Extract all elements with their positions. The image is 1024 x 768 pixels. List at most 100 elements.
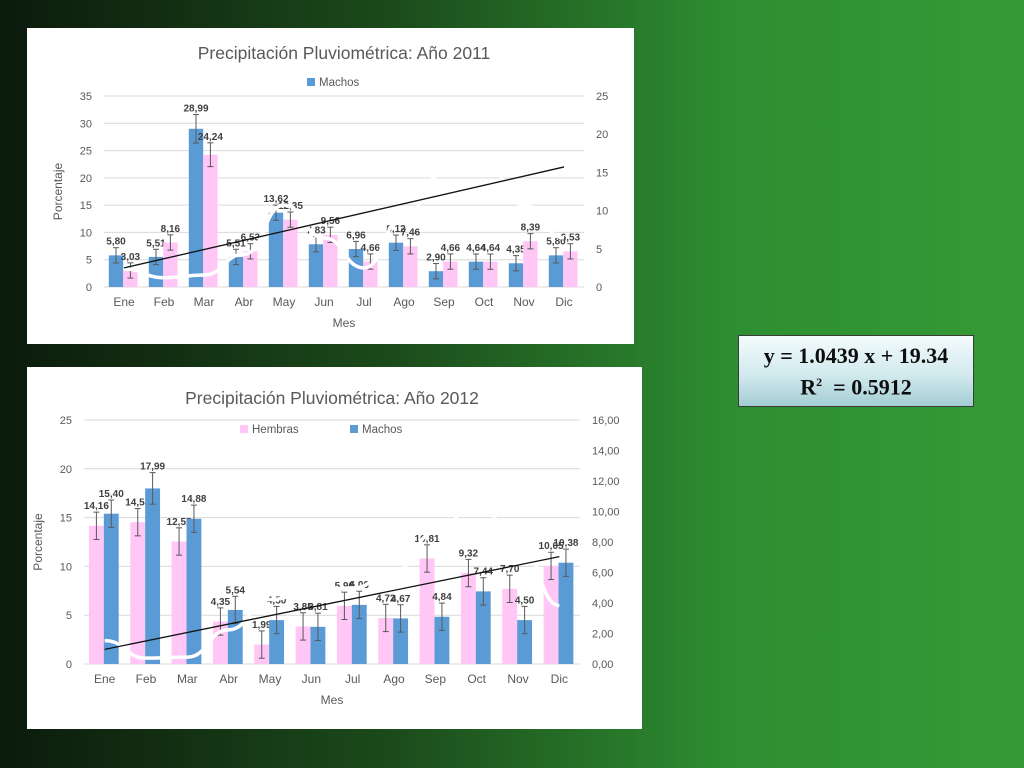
bar <box>308 244 324 287</box>
y-tick-label: 35 <box>80 91 92 103</box>
x-tick-label: May <box>259 672 282 686</box>
bar <box>563 251 578 287</box>
r-squared-label: R <box>800 374 817 400</box>
x-tick-label: Ago <box>393 295 415 309</box>
x-tick-label: Dic <box>555 295 572 309</box>
x-tick-label: Sep <box>433 295 455 309</box>
bar <box>483 261 498 287</box>
y2-tick-label: 0,00 <box>592 659 613 671</box>
data-label: 5,51 <box>226 238 246 249</box>
chart-title: Precipitación Pluviométrica: Año 2012 <box>185 388 479 408</box>
regression-box: y = 1.0439 x + 19.34 R2 = 0.5912 <box>738 335 974 407</box>
bar <box>548 255 564 287</box>
bar <box>403 246 418 287</box>
bar <box>323 234 338 287</box>
data-label: 8,16 <box>161 224 181 235</box>
bar <box>145 488 161 664</box>
bar <box>148 256 164 287</box>
y2-tick-label: 0 <box>596 282 602 294</box>
y2-tick-label: 6,00 <box>592 568 613 580</box>
y-tick-label: 15 <box>80 200 92 212</box>
bar <box>186 518 202 664</box>
chart-panel-2011: Precipitación Pluviométrica: Año 2011 Mac… <box>27 28 634 344</box>
chart-title: Precipitación Pluviométrica: Año 2011 <box>198 43 490 63</box>
data-label: 4,66 <box>441 243 461 254</box>
bar <box>108 255 124 287</box>
bar <box>523 241 538 287</box>
bar <box>228 256 244 287</box>
regression-equation: y = 1.0439 x + 19.34 <box>763 343 949 368</box>
legend-label: Machos <box>362 424 403 436</box>
y2-tick-label: 2,00 <box>592 629 613 641</box>
x-tick-label: Dic <box>551 672 568 686</box>
data-label: 6,96 <box>346 230 366 241</box>
data-label: 12,55 <box>167 517 192 528</box>
data-label: 1,99 <box>252 620 272 631</box>
data-label: 4,50 <box>267 595 287 606</box>
data-label: 4,84 <box>432 592 452 603</box>
bar <box>443 261 458 287</box>
bar <box>243 251 258 287</box>
y-tick-label: 20 <box>80 173 92 185</box>
bar <box>171 541 187 664</box>
data-label: 4,35 <box>211 597 231 608</box>
y-tick-label: 10 <box>80 227 92 239</box>
bar <box>348 249 364 287</box>
x-tick-label: Oct <box>475 295 494 309</box>
y2-tick-label: 25 <box>596 91 608 103</box>
x-tick-label: Jul <box>356 295 371 309</box>
data-label: 9,32 <box>459 548 479 559</box>
x-tick-label: Jul <box>345 672 360 686</box>
bar <box>310 626 326 664</box>
bar <box>269 620 285 664</box>
data-label: 17,99 <box>140 462 165 473</box>
bar <box>508 263 524 287</box>
data-label: 8,39 <box>521 223 541 234</box>
data-label: 13,62 <box>263 194 288 205</box>
y2-tick-label: 10,00 <box>592 507 620 519</box>
x-tick-label: Nov <box>513 295 534 309</box>
bar <box>393 618 409 664</box>
x-tick-label: Mar <box>177 672 198 686</box>
y-tick-label: 0 <box>86 282 92 294</box>
y2-tick-label: 12,00 <box>592 476 620 488</box>
x-tick-label: Nov <box>507 672 528 686</box>
chart-2011: Precipitación Pluviométrica: Año 2011 Mac… <box>51 43 608 330</box>
legend-swatch <box>240 425 248 433</box>
x-axis-title: Mes <box>333 316 356 330</box>
x-tick-label: Jun <box>302 672 321 686</box>
data-label: 4,35 <box>506 245 526 256</box>
bar <box>388 242 404 287</box>
bar <box>558 562 574 664</box>
bar <box>475 591 491 664</box>
trendline <box>123 166 565 269</box>
x-tick-label: Mar <box>194 295 215 309</box>
bar <box>517 620 533 664</box>
bar <box>268 212 284 287</box>
x-axis-title: Mes <box>321 693 344 707</box>
data-label: 10,38 <box>553 538 578 549</box>
data-label: 4,64 <box>466 243 486 254</box>
bar <box>419 558 435 664</box>
data-label: 4,64 <box>481 243 501 254</box>
data-label: 5,54 <box>226 585 246 596</box>
bar <box>460 573 476 664</box>
x-tick-label: Abr <box>219 672 238 686</box>
y-tick-label: 10 <box>60 561 72 573</box>
bar <box>283 219 298 287</box>
x-tick-label: Ago <box>383 672 405 686</box>
data-label: 28,99 <box>183 104 208 115</box>
data-label: 14,88 <box>181 494 206 505</box>
bar <box>543 565 559 664</box>
data-label: 10,05 <box>539 541 564 552</box>
y-axis-title: Porcentaje <box>31 513 45 571</box>
bar <box>351 604 367 664</box>
r-squared: R2 = 0.5912 <box>739 369 973 400</box>
x-tick-label: Feb <box>154 295 175 309</box>
y2-tick-label: 10 <box>596 206 608 218</box>
white-curve <box>104 501 560 660</box>
bar <box>188 128 204 287</box>
data-label: 10,81 <box>415 534 440 545</box>
r-squared-superscript: 2 <box>816 375 823 389</box>
bar <box>203 154 218 287</box>
